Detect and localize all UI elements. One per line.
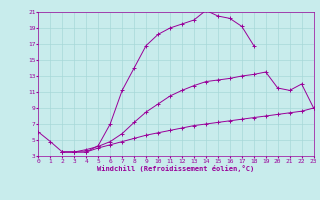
- X-axis label: Windchill (Refroidissement éolien,°C): Windchill (Refroidissement éolien,°C): [97, 165, 255, 172]
